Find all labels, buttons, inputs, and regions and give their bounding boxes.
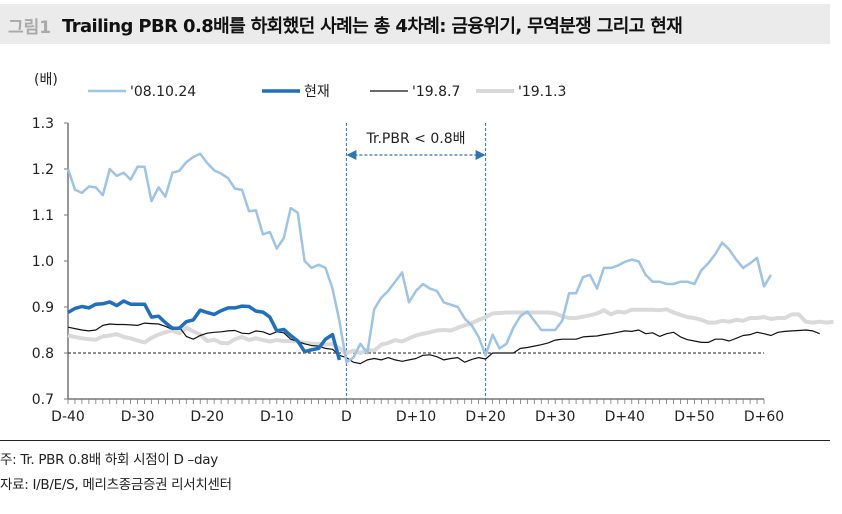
chart-legend: '08.10.24 현재 '19.8.7 '19.1.3 xyxy=(88,84,566,100)
annotation-label: Tr.PBR < 0.8배 xyxy=(366,131,466,147)
x-tick-label: D-10 xyxy=(260,409,294,425)
legend-label: '19.8.7 xyxy=(412,84,460,100)
series-line-2 xyxy=(67,322,820,365)
x-tick-label: D-40 xyxy=(51,409,85,425)
x-tick-label: D+10 xyxy=(396,409,436,425)
x-tick-label: D xyxy=(341,409,352,425)
footer-divider xyxy=(0,440,830,441)
series-group xyxy=(66,152,834,365)
y-tick-label: 1.3 xyxy=(32,116,54,132)
y-tick-label: 0.9 xyxy=(32,300,54,316)
y-axis-unit-label: (배) xyxy=(34,72,58,88)
y-tick-label: 0.8 xyxy=(32,346,54,362)
x-tick-label: D-20 xyxy=(190,409,224,425)
figure-title-bar: 그림1 Trailing PBR 0.8배를 하회했던 사례는 총 4차례: 금… xyxy=(0,4,830,44)
y-axis: 1.3 1.2 1.1 1.0 0.9 0.8 0.7 xyxy=(32,116,69,408)
y-tick-label: 1.1 xyxy=(32,208,54,224)
series-line-3 xyxy=(67,307,834,355)
source-note: 자료: I/B/E/S, 메리츠종금증권 리서치센터 xyxy=(0,477,232,493)
annotation-group: Tr.PBR < 0.8배 xyxy=(345,123,487,399)
x-tick-label: D+20 xyxy=(465,409,505,425)
y-tick-label: 1.0 xyxy=(32,254,54,270)
footnote: 주: Tr. PBR 0.8배 하회 시점이 D –day xyxy=(0,452,218,468)
x-tick-label: D+40 xyxy=(605,409,645,425)
x-tick-label: D+50 xyxy=(674,409,714,425)
x-tick-label: D-30 xyxy=(121,409,155,425)
series-line-1 xyxy=(67,299,342,361)
arrow-left-icon xyxy=(346,150,357,160)
y-tick-label: 1.2 xyxy=(32,162,54,178)
line-chart: (배) '08.10.24 현재 '19.8.7'19.1.3 1.31.21.11… xyxy=(32,72,834,425)
x-tick-label: D+60 xyxy=(744,409,784,425)
arrow-right-icon xyxy=(475,150,486,160)
y-tick-label: 0.7 xyxy=(32,392,54,408)
x-tick-label: D+30 xyxy=(535,409,575,425)
legend-label: '08.10.24 xyxy=(130,84,196,100)
figure-title: Trailing PBR 0.8배를 하회했던 사례는 총 4차례: 금융위기,… xyxy=(62,16,683,37)
legend-label: '19.1.3 xyxy=(518,84,566,100)
series-line-0 xyxy=(66,152,773,364)
legend-label: 현재 xyxy=(304,84,330,100)
figure-number: 그림1 xyxy=(8,18,52,38)
x-axis: D-40 D-30 D-20 D-10 D D+10 D+20 D+30 D+40 D+50 D+6… xyxy=(51,398,784,425)
